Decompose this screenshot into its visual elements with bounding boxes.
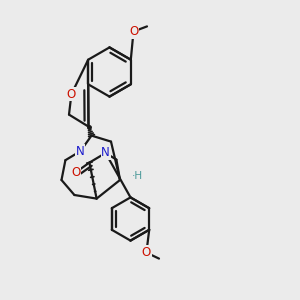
Text: O: O [67,88,76,101]
Text: O: O [129,25,138,38]
Text: N: N [101,146,110,160]
Text: ·H: ·H [131,171,142,182]
Text: O: O [142,246,151,259]
Text: N: N [76,145,85,158]
Text: O: O [71,166,80,179]
